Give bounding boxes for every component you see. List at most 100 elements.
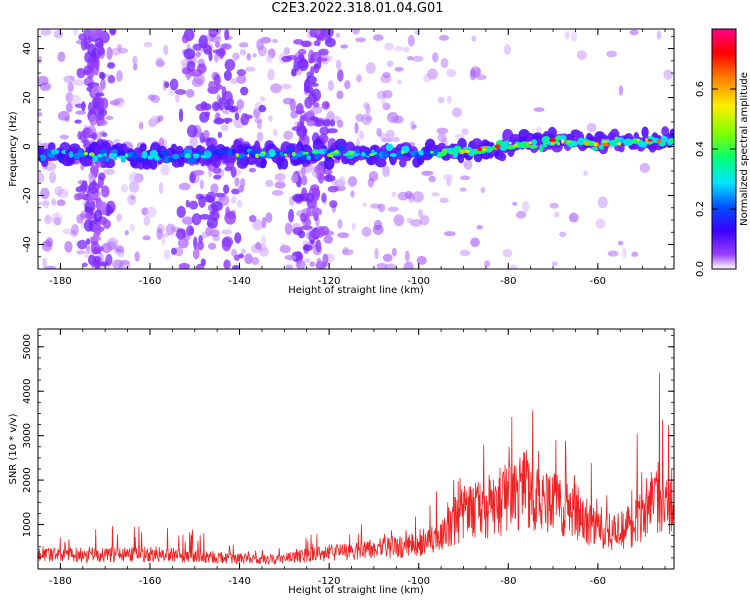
x-tick-label: -60 bbox=[590, 576, 606, 587]
spectral-blob bbox=[338, 175, 346, 188]
spectral-blob bbox=[90, 235, 102, 242]
spectral-blob bbox=[387, 206, 399, 212]
spectral-blob bbox=[75, 110, 87, 115]
colorbar-tick-label: 0.6 bbox=[695, 81, 706, 97]
spectral-blob bbox=[245, 66, 256, 72]
spectral-blob bbox=[304, 257, 311, 264]
x-tick-label: -160 bbox=[139, 276, 162, 287]
spectral-blob bbox=[312, 150, 319, 155]
spectral-blob bbox=[50, 149, 60, 155]
spectral-blob bbox=[323, 169, 333, 175]
spectral-blob bbox=[391, 191, 397, 198]
spectral-blob bbox=[187, 157, 197, 165]
spectral-blob bbox=[236, 99, 245, 110]
spectral-blob bbox=[410, 120, 416, 131]
spectral-blob bbox=[208, 80, 216, 90]
spectral-blob bbox=[385, 143, 394, 152]
spectral-blob bbox=[363, 102, 370, 110]
spectral-blob bbox=[296, 259, 306, 269]
spectral-blob bbox=[342, 246, 349, 254]
spectral-blob bbox=[183, 48, 196, 60]
spectral-blob bbox=[617, 142, 622, 146]
spectral-blob bbox=[320, 57, 328, 62]
colorbar-label: Normalized spectral amplitude bbox=[739, 72, 750, 226]
spectral-blob bbox=[103, 168, 116, 175]
spectral-blob bbox=[412, 191, 424, 203]
spectral-blob bbox=[224, 118, 230, 125]
spectral-blob bbox=[437, 96, 445, 104]
spectral-blob bbox=[204, 111, 211, 117]
spectral-blob bbox=[291, 151, 296, 157]
spectral-blob bbox=[97, 172, 106, 181]
spectral-blob bbox=[617, 240, 624, 246]
spectral-blob bbox=[347, 176, 358, 187]
spectral-blob bbox=[255, 153, 259, 159]
spectral-blob bbox=[88, 152, 95, 157]
spectral-blob bbox=[88, 192, 94, 204]
spectral-blob bbox=[288, 208, 295, 223]
spectral-blob bbox=[430, 150, 434, 154]
spectral-blob bbox=[79, 183, 88, 192]
spectral-blob bbox=[583, 170, 589, 176]
spectral-blob bbox=[459, 249, 471, 257]
spectral-blob bbox=[397, 79, 402, 85]
spectral-blob bbox=[101, 242, 112, 254]
spectral-blob bbox=[300, 225, 313, 230]
spectral-blob bbox=[265, 179, 274, 187]
spectral-blob bbox=[189, 137, 198, 147]
spectral-blob bbox=[344, 80, 351, 90]
spectral-blob bbox=[238, 42, 249, 48]
spectral-blob bbox=[87, 31, 95, 38]
spectral-blob bbox=[44, 214, 52, 225]
spectral-blob bbox=[191, 213, 202, 226]
spectral-blob bbox=[289, 98, 296, 112]
snr-x-label: Height of straight line (km) bbox=[288, 585, 424, 596]
spectral-blob bbox=[210, 209, 220, 222]
spectral-blob bbox=[327, 185, 339, 193]
spectral-blob bbox=[330, 119, 336, 127]
spectral-blob bbox=[64, 240, 73, 253]
spectral-blob bbox=[410, 219, 422, 227]
spectral-blob bbox=[124, 153, 129, 158]
spectral-blob bbox=[130, 195, 136, 200]
spectral-blob bbox=[539, 144, 544, 153]
spectral-blob bbox=[618, 85, 624, 96]
spectral-blob bbox=[197, 241, 204, 251]
spectral-blob bbox=[336, 119, 344, 128]
colorbar: 0.0 0.2 0.4 0.6 Normalized spectral amplitu… bbox=[695, 28, 750, 277]
spectral-blob bbox=[76, 250, 86, 255]
spectral-blob bbox=[310, 239, 315, 245]
spectral-amplitude-blobs bbox=[38, 29, 674, 269]
spectral-blob bbox=[251, 256, 260, 266]
spectral-blob bbox=[70, 223, 79, 236]
spectral-blob bbox=[154, 155, 160, 160]
spectral-blob bbox=[598, 144, 604, 150]
y-tick-label: -40 bbox=[22, 236, 33, 252]
spectral-blob bbox=[317, 48, 329, 56]
spectral-blob bbox=[203, 129, 210, 139]
spectral-blob bbox=[113, 138, 120, 144]
spectral-blob bbox=[100, 261, 109, 267]
spectral-blob bbox=[100, 78, 106, 90]
spectral-blob bbox=[120, 184, 129, 193]
snr-series-line bbox=[38, 372, 674, 566]
spectral-blob bbox=[568, 212, 579, 223]
spectral-blob bbox=[314, 228, 325, 238]
colorbar-tick-label: 0.4 bbox=[695, 141, 706, 157]
spectral-blob bbox=[147, 94, 156, 101]
spectral-blob bbox=[376, 127, 382, 137]
spectral-blob bbox=[449, 151, 454, 155]
spectral-blob bbox=[416, 255, 427, 265]
spectral-blob bbox=[361, 152, 365, 156]
spectral-blob bbox=[103, 152, 107, 157]
spectral-blob bbox=[208, 30, 220, 35]
spectral-blob bbox=[248, 215, 257, 223]
spectral-blob bbox=[234, 177, 240, 187]
spectral-blob bbox=[77, 239, 88, 250]
spectral-blob bbox=[326, 110, 335, 121]
spectral-blob bbox=[306, 154, 312, 161]
spectral-blob bbox=[89, 114, 97, 126]
spectral-blob bbox=[403, 46, 410, 53]
spectral-blob bbox=[244, 114, 253, 120]
spectral-blob bbox=[42, 257, 47, 269]
